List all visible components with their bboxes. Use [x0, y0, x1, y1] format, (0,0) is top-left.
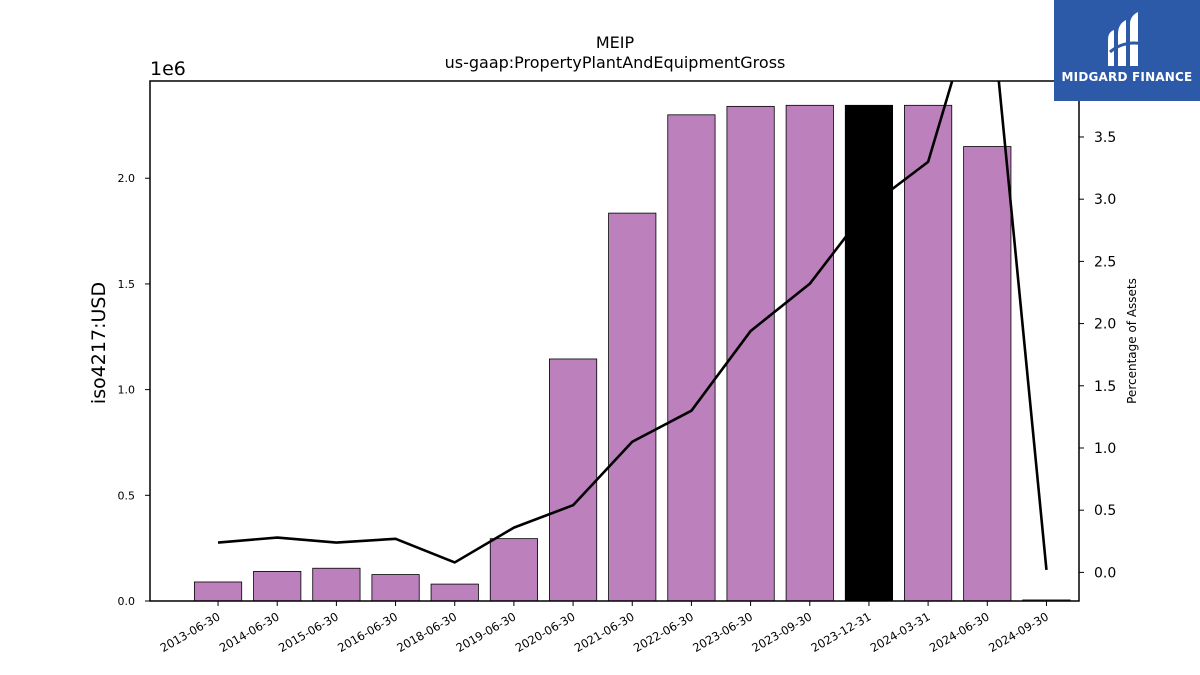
logo-text: MIDGARD FINANCE — [1061, 70, 1193, 84]
bars-layer — [193, 104, 1071, 602]
bar — [253, 571, 302, 602]
x-tick-label: 2024-03-31 — [868, 609, 933, 655]
y-offset-label: 1e6 — [150, 58, 186, 80]
y-tick-label: 0.0 — [118, 595, 136, 608]
y2-tick-label: 1.0 — [1094, 441, 1116, 457]
chart-subtitle: us-gaap:PropertyPlantAndEquipmentGross — [445, 53, 786, 72]
y-tick-label: 0.5 — [118, 489, 136, 502]
bar — [963, 146, 1012, 602]
x-axis: 2013-06-302014-06-302015-06-302016-06-30… — [158, 601, 1051, 655]
y2-tick-label: 1.5 — [1094, 379, 1116, 395]
y-tick-label: 1.0 — [118, 384, 136, 397]
bar — [608, 212, 657, 602]
bar — [430, 583, 479, 602]
y2-axis-label: Percentage of Assets — [1125, 278, 1139, 404]
y-axis-label: iso4217:USD — [88, 282, 110, 404]
bar — [489, 538, 538, 602]
x-tick-label: 2016-06-30 — [335, 609, 400, 655]
y2-tick-label: 0.5 — [1094, 503, 1116, 519]
line-layer — [217, 81, 1048, 571]
y-tick-label: 1.5 — [118, 278, 136, 291]
bar — [371, 574, 420, 602]
y2-tick-label: 2.5 — [1094, 254, 1116, 270]
y2-tick-label: 2.0 — [1094, 317, 1116, 333]
x-tick-label: 2024-09-30 — [986, 609, 1051, 655]
x-tick-label: 2014-06-30 — [217, 609, 282, 655]
bar — [312, 567, 361, 602]
x-tick-label: 2023-09-30 — [749, 609, 814, 655]
bar — [667, 114, 716, 602]
x-tick-label: 2013-06-30 — [158, 609, 223, 655]
x-tick-label: 2023-06-30 — [690, 609, 755, 655]
y2-tick-label: 3.0 — [1094, 192, 1116, 208]
x-tick-label: 2020-06-30 — [513, 609, 578, 655]
y-tick-label: 2.0 — [118, 172, 136, 185]
x-tick-label: 2019-06-30 — [454, 609, 519, 655]
brand-logo: MIDGARD FINANCE — [1054, 0, 1200, 101]
x-tick-label: 2018-06-30 — [394, 609, 459, 655]
bar — [549, 358, 598, 602]
plot-frame — [149, 80, 1080, 602]
x-tick-label: 2021-06-30 — [572, 609, 637, 655]
bar — [193, 581, 243, 602]
y2-tick-label: 0.0 — [1094, 565, 1116, 581]
bar — [904, 104, 953, 602]
bar — [785, 104, 834, 602]
bar — [844, 104, 894, 602]
y2-axis: 0.0 0.5 1.0 1.5 2.0 2.5 3.0 3.5 — [1079, 130, 1116, 581]
x-tick-label: 2022-06-30 — [631, 609, 696, 655]
x-tick-label: 2024-06-30 — [927, 609, 992, 655]
chart-title: MEIP — [596, 33, 635, 52]
x-tick-label: 2015-06-30 — [276, 609, 341, 655]
x-tick-label: 2023-12-31 — [809, 609, 874, 655]
y-axis: 0.0 0.5 1.0 1.5 2.0 — [118, 172, 150, 608]
logo-mark-icon — [1108, 12, 1145, 66]
y2-tick-label: 3.5 — [1094, 130, 1116, 146]
series-line — [217, 81, 1048, 571]
